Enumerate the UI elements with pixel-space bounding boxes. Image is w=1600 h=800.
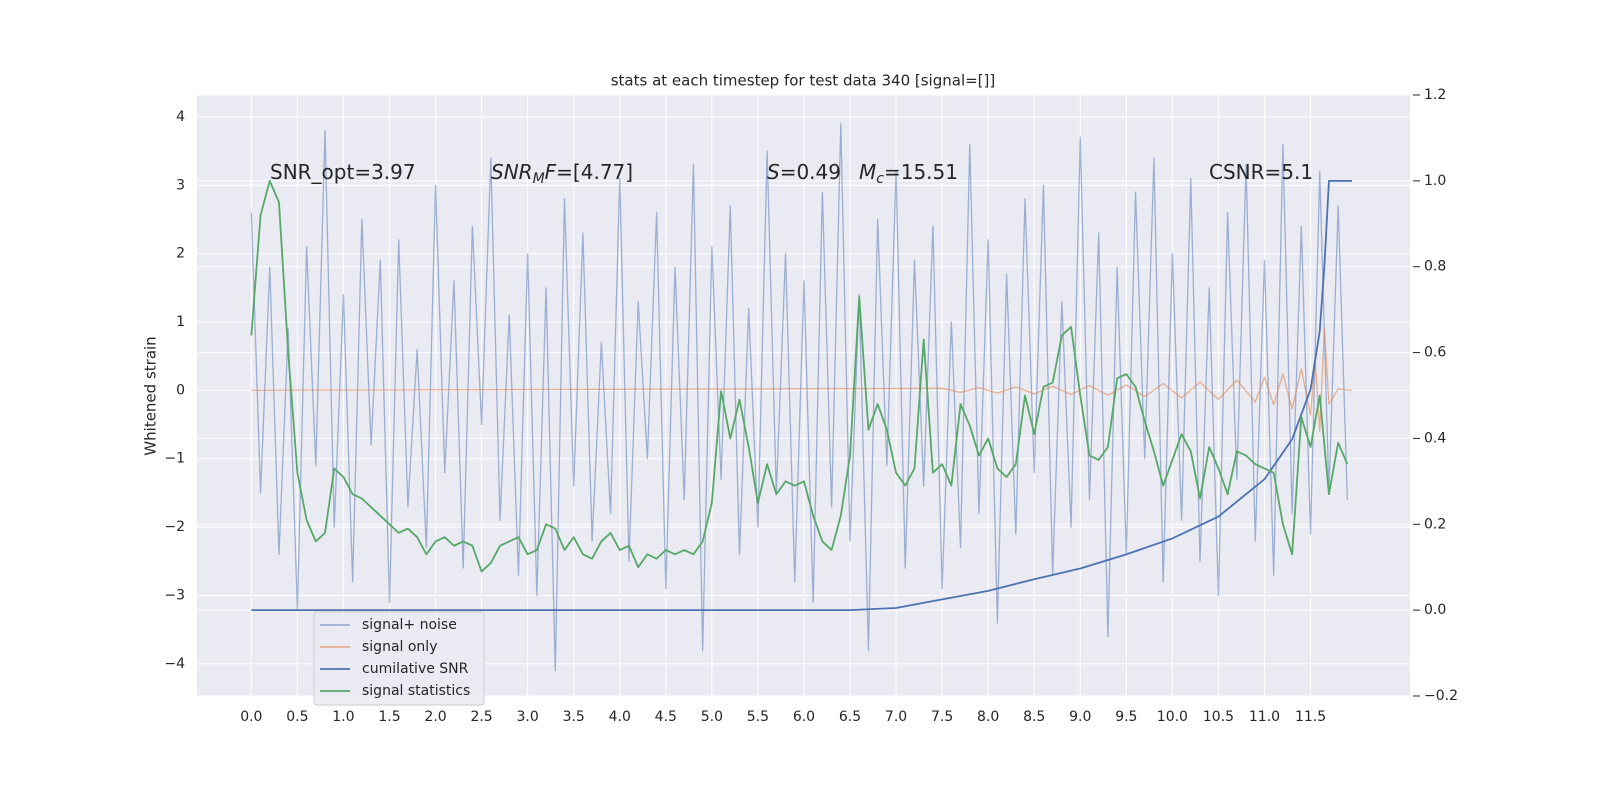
chart-title: stats at each timestep for test data 340…	[611, 72, 996, 90]
x-tick-label: 5.0	[701, 709, 723, 725]
x-tick-label: 1.5	[378, 709, 400, 725]
y2-tick-label: −0.2	[1424, 688, 1458, 704]
x-tick-label: 3.0	[517, 709, 539, 725]
x-tick-label: 8.0	[977, 709, 999, 725]
x-tick-label: 7.0	[885, 709, 907, 725]
legend-label: cumilative SNR	[362, 661, 469, 677]
x-tick-label: 0.0	[240, 709, 262, 725]
x-tick-label: 5.5	[747, 709, 769, 725]
x-tick-label: 11.0	[1249, 709, 1280, 725]
x-tick-label: 4.5	[655, 709, 677, 725]
annotation-part: M	[859, 160, 876, 184]
annotation-part: SNR	[491, 160, 533, 184]
annotation: SNRMF=[4.77]	[491, 160, 633, 188]
x-tick-label: 6.0	[793, 709, 815, 725]
x-tick-label: 4.0	[609, 709, 631, 725]
y-axis-label: Whitened strain	[142, 336, 160, 455]
y-tick-label: −3	[164, 587, 185, 603]
x-tick-label: 3.5	[563, 709, 585, 725]
y-tick-label: −2	[164, 519, 185, 535]
y2-tick-label: 0.2	[1424, 516, 1446, 532]
x-tick-label: 8.5	[1023, 709, 1045, 725]
y2-tick-label: 0.4	[1424, 430, 1446, 446]
annotation-part: S	[767, 160, 780, 184]
annotation-part: F	[545, 160, 557, 184]
series-line	[250, 179, 1349, 573]
x-tick-label: 1.0	[332, 709, 354, 725]
legend-label: signal only	[362, 639, 437, 655]
x-tick-label: 0.5	[286, 709, 308, 725]
annotation: Mc=15.51	[859, 160, 958, 188]
x-tick-label: 6.5	[839, 709, 861, 725]
annotation-part: =[4.77]	[556, 160, 633, 184]
annotation: S=0.49	[767, 160, 841, 184]
legend-label: signal statistics	[362, 683, 470, 699]
y2-tick-label: 1.0	[1424, 173, 1446, 189]
y-tick-label: 4	[176, 109, 185, 125]
y-tick-label: 3	[176, 177, 185, 193]
x-tick-label: 9.5	[1115, 709, 1137, 725]
x-tick-label: 10.5	[1203, 709, 1234, 725]
y-tick-label: 2	[176, 246, 185, 262]
x-tick-label: 2.0	[424, 709, 446, 725]
y-tick-label: −1	[164, 451, 185, 467]
x-tick-label: 9.0	[1069, 709, 1091, 725]
annotation-part: c	[876, 171, 884, 187]
y-tick-label: 1	[176, 314, 185, 330]
y-tick-label: 0	[176, 382, 185, 398]
y2-tick-label: 1.2	[1424, 87, 1446, 103]
series-line	[251, 179, 1352, 612]
annotation-part: =15.51	[884, 160, 958, 184]
annotation-part: =0.49	[780, 160, 841, 184]
annotation-part: CSNR=5.1	[1209, 160, 1313, 184]
annotation: CSNR=5.1	[1209, 160, 1313, 184]
x-tick-label: 11.5	[1295, 709, 1326, 725]
annotation: SNR_opt=3.97	[270, 160, 416, 184]
x-tick-label: 10.0	[1157, 709, 1188, 725]
series-line	[250, 123, 1349, 672]
y2-tick-label: 0.8	[1424, 259, 1446, 275]
annotation-part: SNR_opt=3.97	[270, 160, 416, 184]
x-tick-label: 7.5	[931, 709, 953, 725]
y2-tick-label: 0.0	[1424, 602, 1446, 618]
legend-box	[313, 611, 485, 706]
annotation-part: M	[533, 171, 545, 187]
legend-label: signal+ noise	[362, 617, 457, 633]
y2-tick-label: 0.6	[1424, 345, 1446, 361]
y-tick-label: −4	[164, 656, 185, 672]
x-tick-label: 2.5	[470, 709, 492, 725]
